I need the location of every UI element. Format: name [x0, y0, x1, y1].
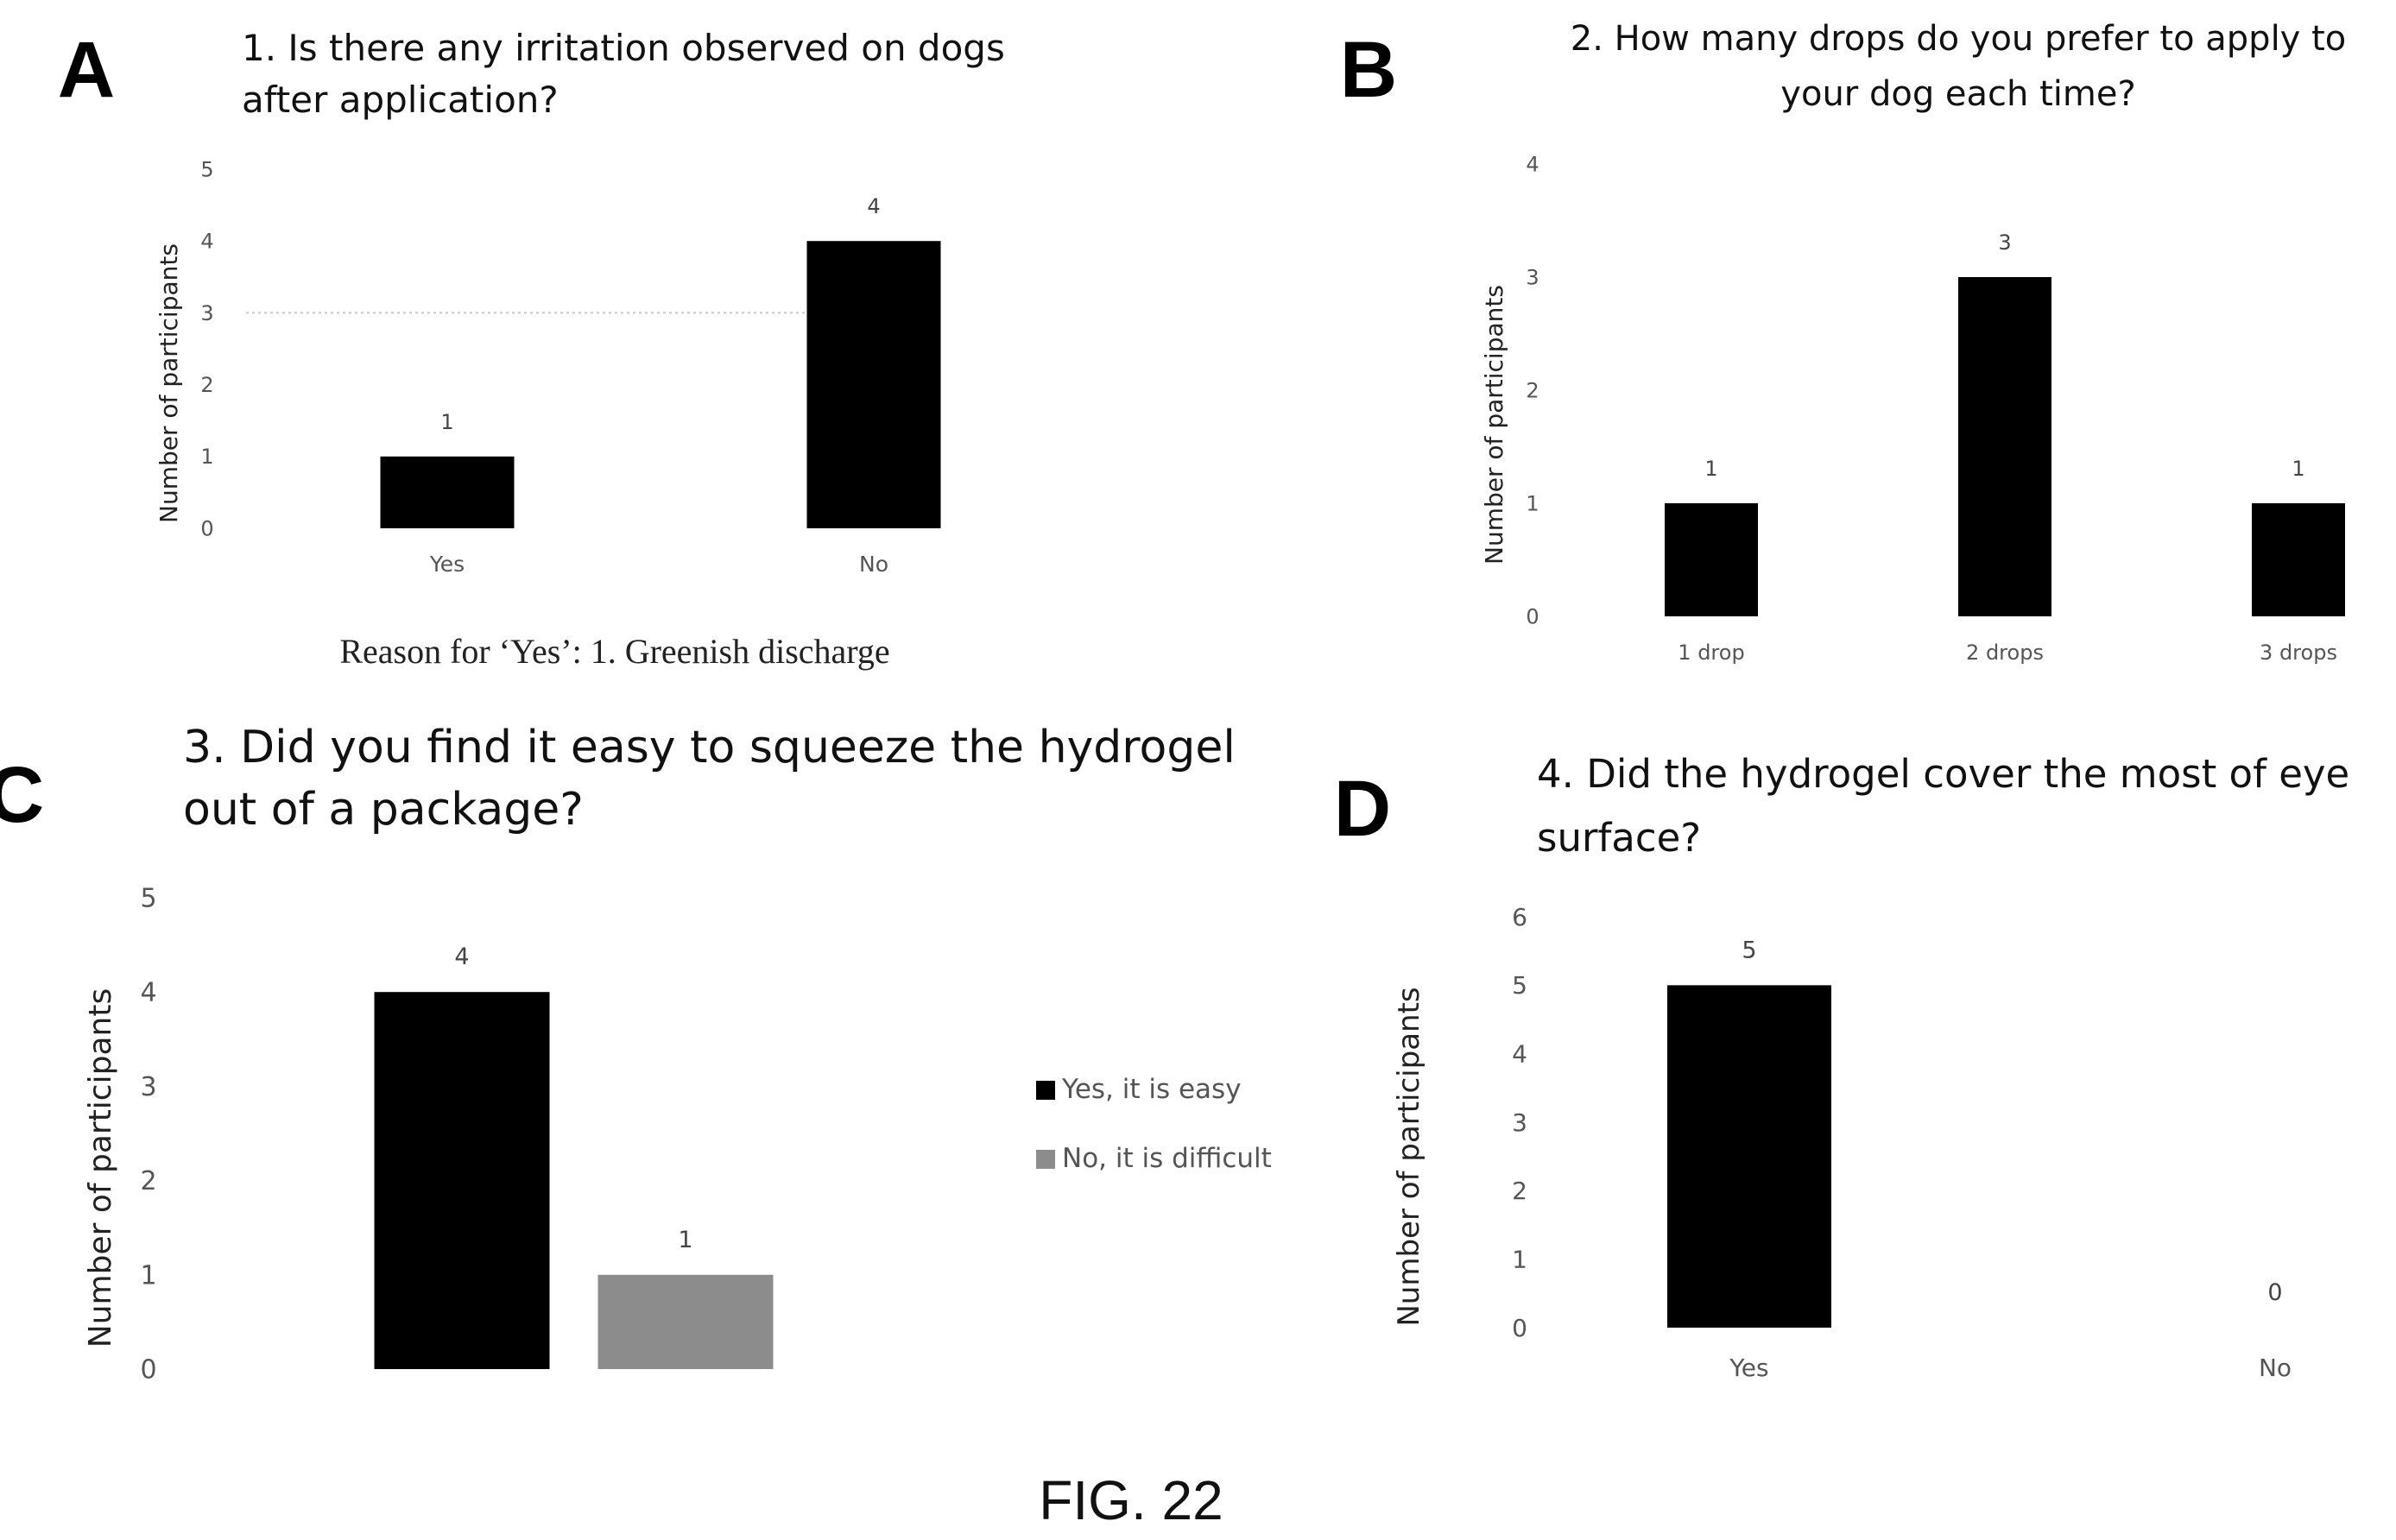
data-label: 1 — [2292, 457, 2304, 481]
x-tick-label: No — [2259, 1354, 2292, 1382]
y-axis-label: Number of participants — [83, 988, 118, 1348]
data-label: 4 — [454, 944, 469, 970]
x-tick-label: Yes — [1729, 1354, 1768, 1382]
chart-panel-d: D 4. Did the hydrogel cover the most of e… — [1334, 751, 2349, 1382]
panel-letter: B — [1340, 26, 1397, 114]
bar — [597, 1274, 774, 1369]
data-label: 0 — [2267, 1279, 2282, 1306]
x-tick-label: 2 drops — [1966, 641, 2044, 665]
chart-title: 3. Did you find it easy to squeeze the h… — [183, 722, 1236, 836]
x-tick-label: Yes — [429, 552, 465, 577]
y-tick-label: 4 — [1512, 1039, 1527, 1068]
chart-title: 4. Did the hydrogel cover the most of ey… — [1537, 751, 2349, 861]
y-tick-label: 3 — [200, 301, 213, 325]
y-tick-label: 0 — [140, 1355, 156, 1385]
chart-panel-b: B 2. How many drops do you prefer to appl… — [1340, 19, 2346, 665]
y-tick-label: 3 — [140, 1072, 156, 1102]
panel-letter: A — [58, 26, 115, 114]
chart-note: Reason for ‘Yes’: 1. Greenish discharge — [339, 632, 889, 671]
legend-label: Yes, it is easy — [1061, 1074, 1242, 1105]
chart-title-line: 1. Is there any irritation observed on d… — [242, 27, 1005, 69]
data-label: 4 — [867, 194, 880, 218]
y-tick-label: 1 — [1512, 1245, 1527, 1273]
y-tick-label: 5 — [140, 884, 156, 914]
y-tick-label: 4 — [140, 978, 156, 1008]
y-tick-label: 0 — [1512, 1314, 1527, 1342]
legend-swatch — [1036, 1150, 1055, 1169]
y-axis-label: Number of participants — [155, 243, 183, 523]
y-axis-label: Number of participants — [1480, 285, 1508, 565]
y-axis-label: Number of participants — [1392, 987, 1426, 1326]
x-tick-label: 3 drops — [2260, 641, 2337, 665]
y-tick-label: 0 — [1526, 604, 1539, 628]
bar — [2252, 503, 2345, 616]
data-label: 1 — [678, 1227, 692, 1253]
data-label: 1 — [1704, 457, 1717, 481]
y-tick-label: 4 — [200, 230, 213, 254]
figure-caption: FIG. 22 — [1039, 1469, 1223, 1531]
bar — [374, 992, 550, 1369]
y-tick-label: 3 — [1526, 265, 1539, 289]
legend-label: No, it is difficult — [1062, 1143, 1272, 1174]
chart-title-line: 2. How many drops do you prefer to apply… — [1571, 19, 2346, 59]
x-tick-label: 1 drop — [1678, 641, 1744, 665]
chart-title-line: 3. Did you find it easy to squeeze the h… — [183, 722, 1236, 773]
y-tick-label: 1 — [140, 1260, 156, 1291]
y-tick-label: 1 — [200, 445, 213, 469]
y-tick-label: 2 — [140, 1166, 156, 1196]
legend-swatch — [1036, 1081, 1055, 1100]
y-tick-label: 2 — [1512, 1177, 1527, 1205]
y-tick-label: 1 — [1526, 491, 1539, 515]
x-tick-label: No — [859, 552, 888, 577]
y-tick-label: 2 — [1526, 378, 1539, 402]
chart-title: 1. Is there any irritation observed on d… — [242, 27, 1005, 121]
chart-title-line: 4. Did the hydrogel cover the most of ey… — [1537, 751, 2349, 797]
bar — [1958, 277, 2051, 616]
data-label: 3 — [1998, 230, 2011, 255]
chart-title: 2. How many drops do you prefer to apply… — [1571, 19, 2346, 114]
panel-letter: D — [1334, 765, 1391, 853]
chart-title-line: your dog each time? — [1780, 74, 2135, 114]
data-label: 5 — [1742, 937, 1756, 963]
y-tick-label: 5 — [200, 157, 213, 181]
y-tick-label: 5 — [1512, 971, 1527, 1000]
y-tick-label: 3 — [1512, 1108, 1527, 1137]
y-tick-label: 0 — [200, 516, 213, 540]
chart-title-line: after application? — [242, 79, 559, 121]
bar — [1667, 985, 1831, 1328]
chart-title-line: surface? — [1537, 815, 1701, 861]
data-label: 1 — [440, 410, 453, 434]
chart-panel-a: A 1. Is there any irritation observed on … — [58, 26, 1005, 671]
y-tick-label: 4 — [1526, 152, 1539, 176]
y-tick-label: 2 — [200, 373, 213, 397]
y-tick-label: 6 — [1512, 903, 1527, 931]
bar — [806, 241, 941, 528]
panel-letter: C — [0, 751, 44, 839]
chart-panel-c: C 3. Did you find it easy to squeeze the … — [0, 722, 1272, 1385]
bar — [1665, 503, 1758, 616]
chart-title-line: out of a package? — [183, 784, 584, 836]
bar — [380, 456, 515, 528]
